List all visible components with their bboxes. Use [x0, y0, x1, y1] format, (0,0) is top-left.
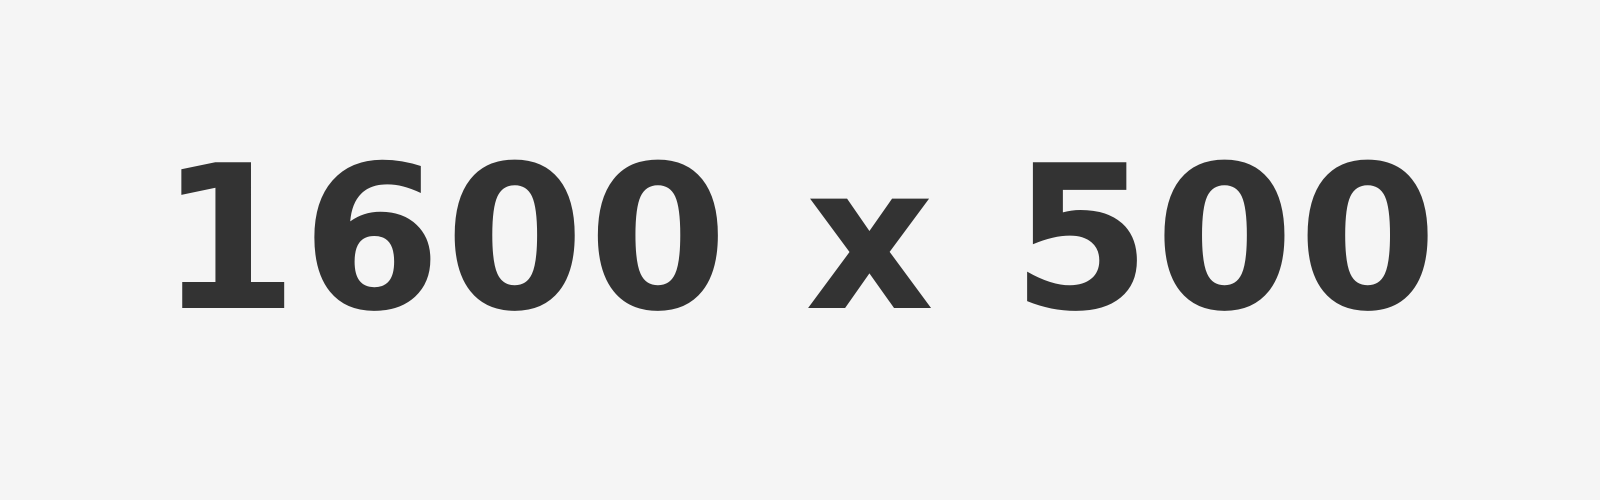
dimensions-label: 1600 x 500 [158, 123, 1442, 356]
